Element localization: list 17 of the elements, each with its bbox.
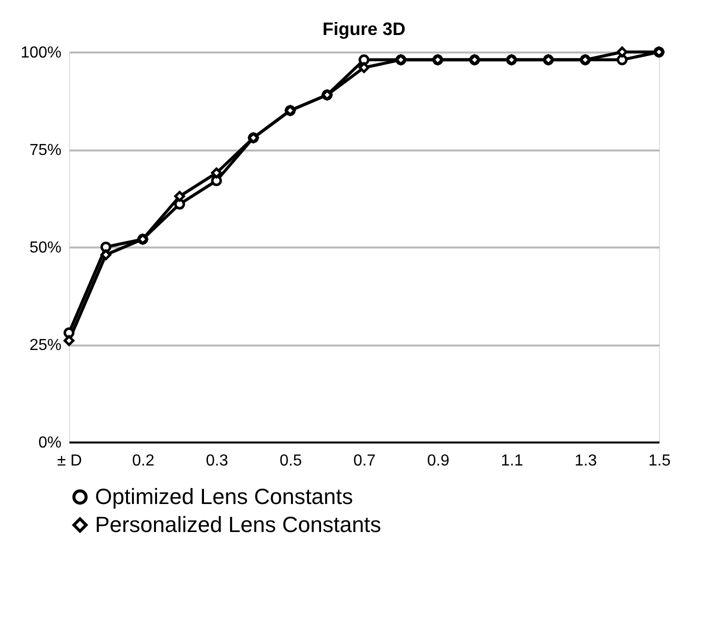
x-tick-label: 1.1 xyxy=(500,452,524,470)
x-tick-label: 0.5 xyxy=(280,452,302,470)
x-tick-label: ± D xyxy=(57,452,82,470)
y-tick-label: 25% xyxy=(29,337,62,354)
y-tick-label: 0% xyxy=(38,434,62,452)
y-tick-label: 75% xyxy=(29,142,62,159)
y-tick-label: 50% xyxy=(29,240,62,256)
x-tick-label: 0.2 xyxy=(132,452,154,470)
legend-label: Personalized Lens Constants xyxy=(95,512,382,537)
chart-title: Figure 3D xyxy=(322,18,406,39)
x-tick-label: 0.3 xyxy=(206,452,228,470)
legend-label: Optimized Lens Constants xyxy=(95,484,354,509)
x-tick-label: 1.3 xyxy=(574,452,597,470)
x-tick-label: 0.9 xyxy=(427,452,450,470)
y-tick-label: 100% xyxy=(20,44,62,62)
x-tick-label: 1.5 xyxy=(648,452,671,470)
x-tick-label: 0.7 xyxy=(353,452,376,470)
